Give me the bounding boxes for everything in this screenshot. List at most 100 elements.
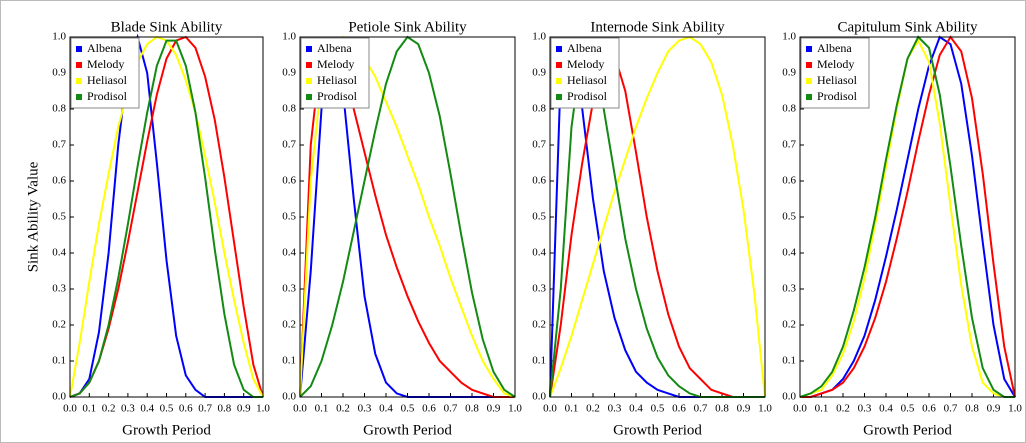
legend-marker: [806, 94, 812, 100]
x-tick-label: 0.9: [487, 403, 501, 415]
y-tick-label: 0.6: [282, 175, 296, 187]
series-line: [549, 35, 766, 398]
legend-marker: [76, 78, 82, 84]
legend-box: [550, 37, 620, 109]
y-tick-label: 0.9: [782, 67, 796, 79]
y-tick-label: 0.5: [52, 211, 66, 223]
axes-frame: [299, 36, 516, 398]
x-tick-label: 0.6: [422, 403, 436, 415]
legend-label: Prodisol: [87, 89, 128, 103]
chart-title: Petiole Sink Ability: [348, 19, 467, 35]
legend-marker: [556, 46, 562, 52]
legend-marker: [306, 94, 312, 100]
y-tick-label: 0.8: [52, 103, 66, 115]
y-tick-label: 0.1: [532, 355, 546, 367]
y-tick-label: 1.0: [282, 31, 296, 43]
y-tick-label: 0.2: [282, 319, 296, 331]
y-tick-label: 0.5: [782, 211, 796, 223]
legend-label: Heliasol: [817, 73, 858, 87]
x-axis-label: Growth Period: [122, 422, 211, 438]
chart-title: Capitulum Sink Ability: [837, 19, 978, 35]
x-tick-label: 0.6: [672, 403, 686, 415]
y-tick-label: 0.4: [282, 247, 296, 259]
x-tick-label: 0.1: [82, 403, 96, 415]
y-tick-label: 0.1: [52, 355, 66, 367]
y-tick-label: 0.4: [52, 247, 66, 259]
x-tick-label: 0.5: [160, 403, 174, 415]
x-tick-label: 0.2: [836, 403, 850, 415]
x-tick-label: 0.8: [465, 403, 479, 415]
x-tick-label: 0.0: [293, 403, 307, 415]
x-tick-label: 0.0: [793, 403, 807, 415]
x-tick-label: 0.7: [694, 403, 708, 415]
x-tick-label: 0.4: [140, 403, 154, 415]
y-tick-label: 0.4: [782, 247, 796, 259]
x-tick-label: 0.9: [737, 403, 751, 415]
legend-box: [300, 37, 370, 109]
x-tick-label: 1.0: [508, 403, 522, 415]
x-tick-label: 0.7: [944, 403, 958, 415]
legend-marker: [806, 62, 812, 68]
x-tick-label: 0.8: [715, 403, 729, 415]
chart-title: Blade Sink Ability: [111, 19, 223, 35]
y-tick-label: 0.5: [532, 211, 546, 223]
y-tick-label: 0.4: [532, 247, 546, 259]
x-tick-label: 0.8: [965, 403, 979, 415]
y-tick-label: 0.7: [532, 139, 546, 151]
legend-label: Prodisol: [567, 89, 608, 103]
x-tick-label: 0.5: [401, 403, 415, 415]
y-tick-label: 0.7: [282, 139, 296, 151]
axes-frame: [799, 36, 1016, 398]
x-tick-label: 0.5: [651, 403, 665, 415]
axes-frame: [549, 36, 766, 398]
x-tick-label: 0.6: [179, 403, 193, 415]
x-tick-label: 0.2: [102, 403, 116, 415]
y-tick-label: 0.8: [532, 103, 546, 115]
x-tick-label: 0.5: [901, 403, 915, 415]
legend-box: [800, 37, 870, 109]
legend-label: Melody: [567, 57, 604, 71]
x-tick-label: 0.3: [358, 403, 372, 415]
legend-marker: [76, 94, 82, 100]
series-line: [549, 53, 765, 398]
legend-box: [70, 37, 140, 109]
y-tick-label: 0.9: [532, 67, 546, 79]
y-tick-label: 1.0: [532, 31, 546, 43]
y-tick-label: 0.8: [282, 103, 296, 115]
legend-label: Heliasol: [87, 73, 128, 87]
y-tick-label: 0.0: [52, 391, 66, 403]
legend-marker: [556, 94, 562, 100]
x-tick-label: 0.1: [315, 403, 329, 415]
legend-label: Prodisol: [817, 89, 858, 103]
x-tick-label: 0.4: [379, 403, 393, 415]
y-tick-label: 0.6: [532, 175, 546, 187]
x-tick-label: 0.2: [336, 403, 350, 415]
legend-label: Albena: [817, 41, 852, 55]
y-tick-label: 0.5: [282, 211, 296, 223]
y-tick-label: 0.8: [782, 103, 796, 115]
x-axis-label: Growth Period: [363, 422, 452, 438]
y-tick-label: 0.9: [52, 67, 66, 79]
x-axis-label: Growth Period: [863, 422, 952, 438]
y-axis-label: Sink Ability Value: [25, 161, 41, 272]
y-tick-label: 0.9: [282, 67, 296, 79]
series-line: [799, 35, 1015, 398]
y-tick-label: 0.3: [532, 283, 546, 295]
y-tick-label: 0.7: [52, 139, 66, 151]
y-tick-label: 0.0: [282, 391, 296, 403]
x-tick-label: 0.6: [922, 403, 936, 415]
legend-marker: [556, 62, 562, 68]
legend-label: Heliasol: [567, 73, 608, 87]
legend-label: Albena: [87, 41, 122, 55]
x-tick-label: 0.9: [237, 403, 251, 415]
x-tick-label: 0.4: [879, 403, 893, 415]
legend-label: Melody: [317, 57, 354, 71]
chart-title: Internode Sink Ability: [590, 19, 725, 35]
legend-marker: [306, 46, 312, 52]
legend-marker: [806, 78, 812, 84]
legend-label: Heliasol: [317, 73, 358, 87]
x-axis-label: Growth Period: [613, 422, 702, 438]
x-tick-label: 0.8: [218, 403, 232, 415]
legend-label: Melody: [87, 57, 124, 71]
